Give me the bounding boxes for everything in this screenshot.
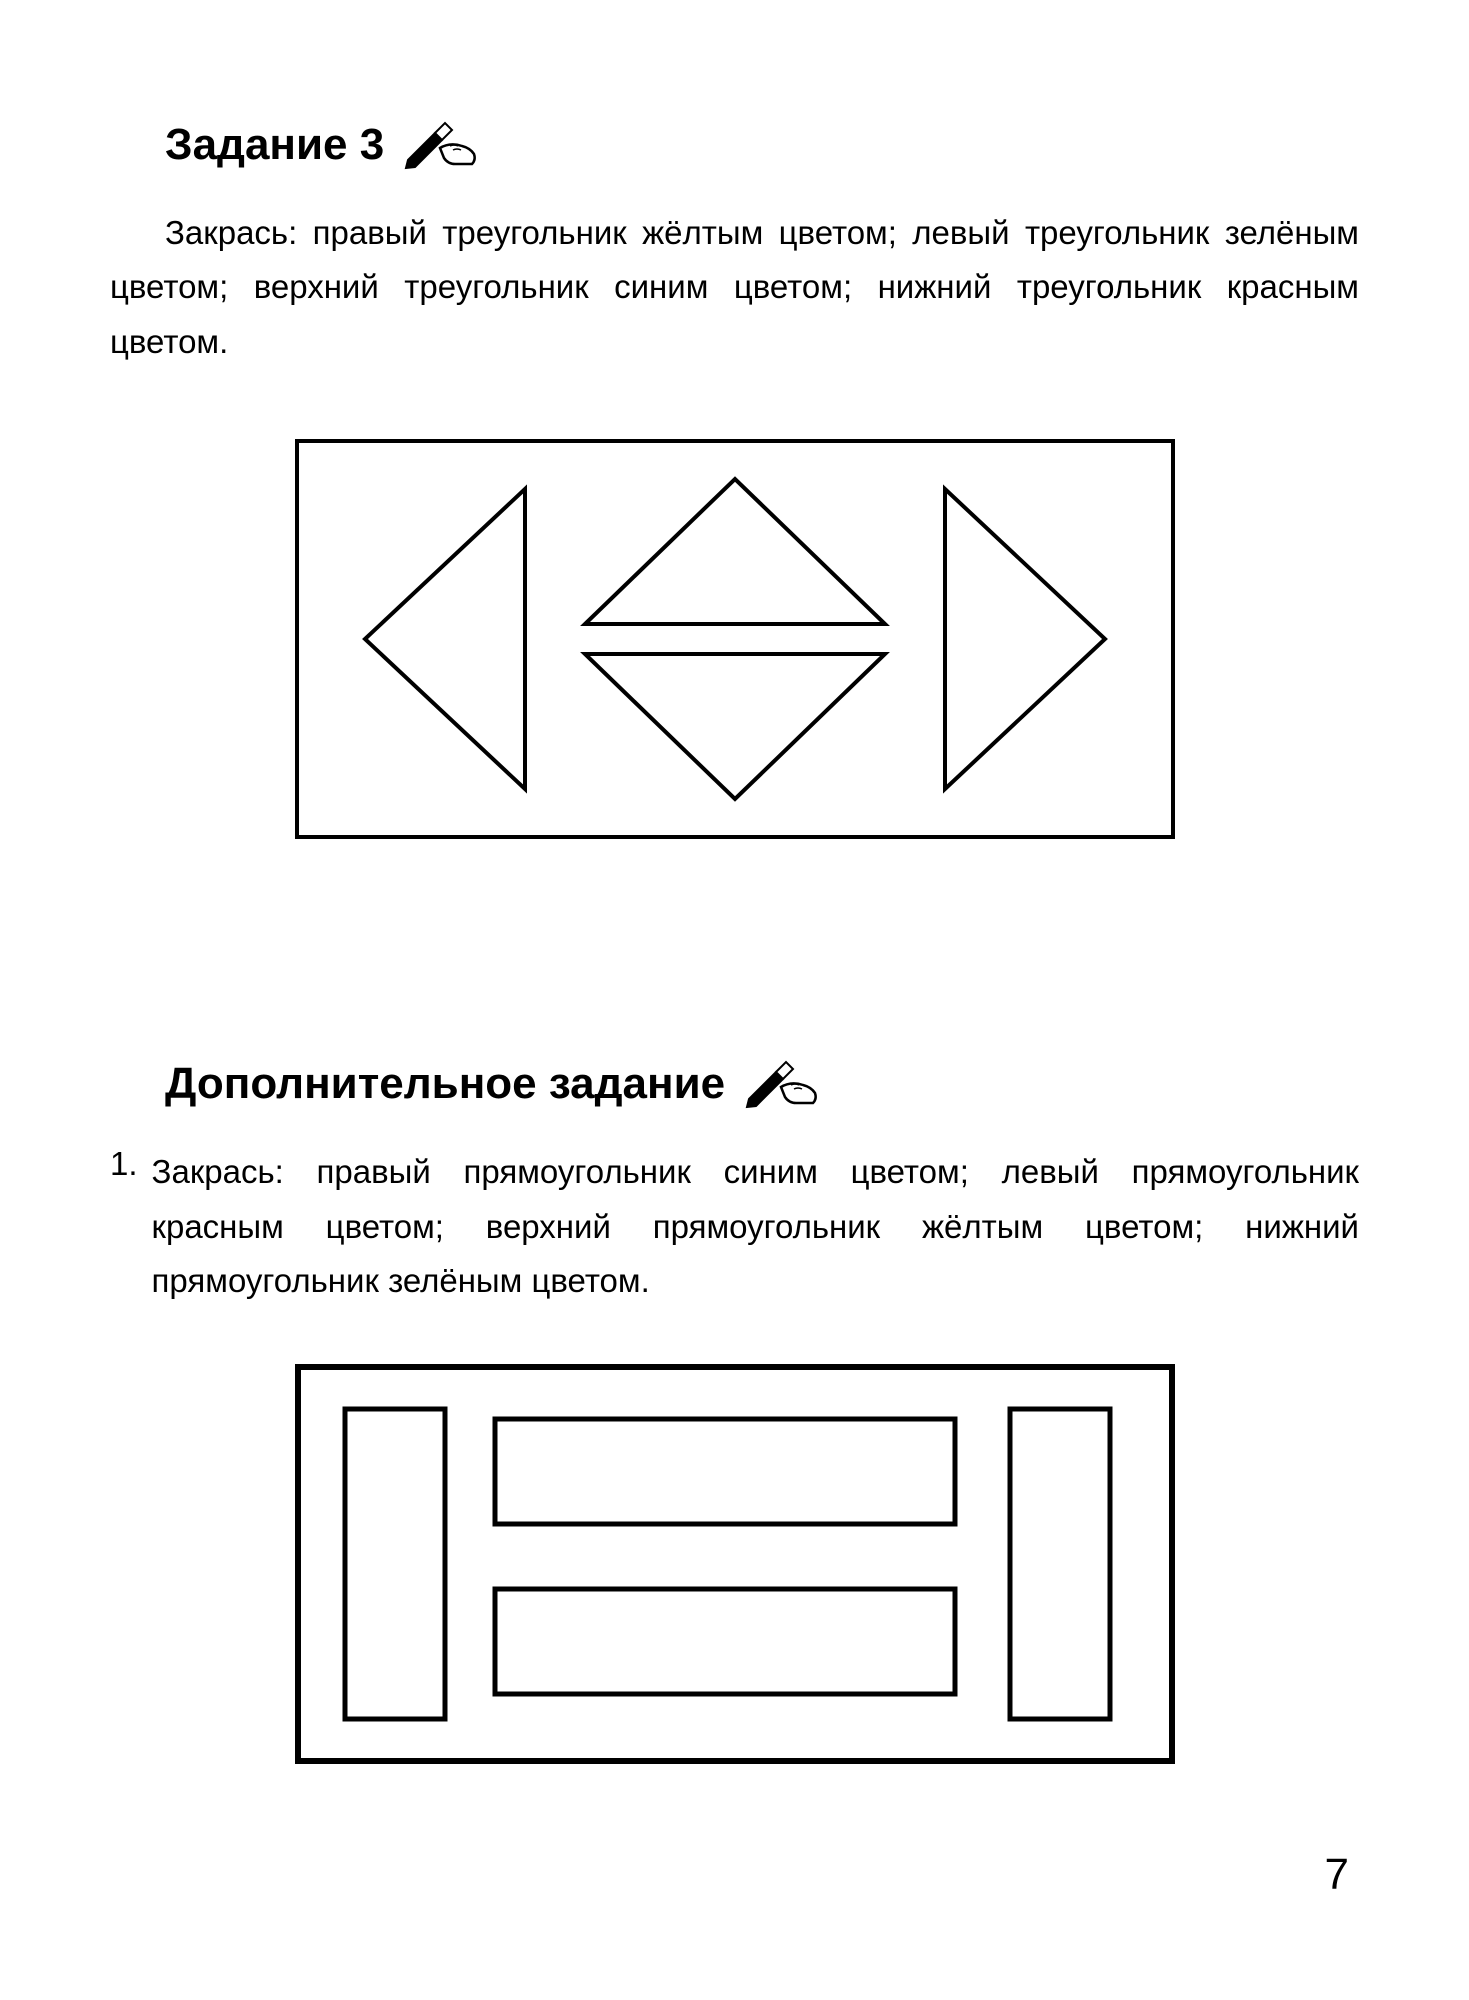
task-title-text: Задание 3 — [165, 120, 384, 170]
task2-text: Закрась: правый прямоугольник синим цвет… — [152, 1145, 1359, 1308]
page-number: 7 — [1325, 1850, 1349, 1900]
bottom-rect — [495, 1589, 955, 1694]
left-rect — [345, 1409, 445, 1719]
task2-title: Дополнительное задание — [165, 1059, 1359, 1109]
writing-hand-icon — [741, 1059, 821, 1109]
triangles-diagram — [295, 439, 1175, 839]
right-rect — [1010, 1409, 1110, 1719]
task2-item: 1. Закрась: правый прямоугольник синим ц… — [110, 1145, 1359, 1308]
task1-text: Закрась: правый треугольник жёлтым цвето… — [110, 206, 1359, 369]
rectangles-diagram — [295, 1364, 1175, 1764]
task-title: Задание 3 — [165, 120, 1359, 170]
task2-number: 1. — [110, 1145, 138, 1308]
top-rect — [495, 1419, 955, 1524]
task2-title-text: Дополнительное задание — [165, 1059, 725, 1109]
writing-hand-icon — [400, 120, 480, 170]
